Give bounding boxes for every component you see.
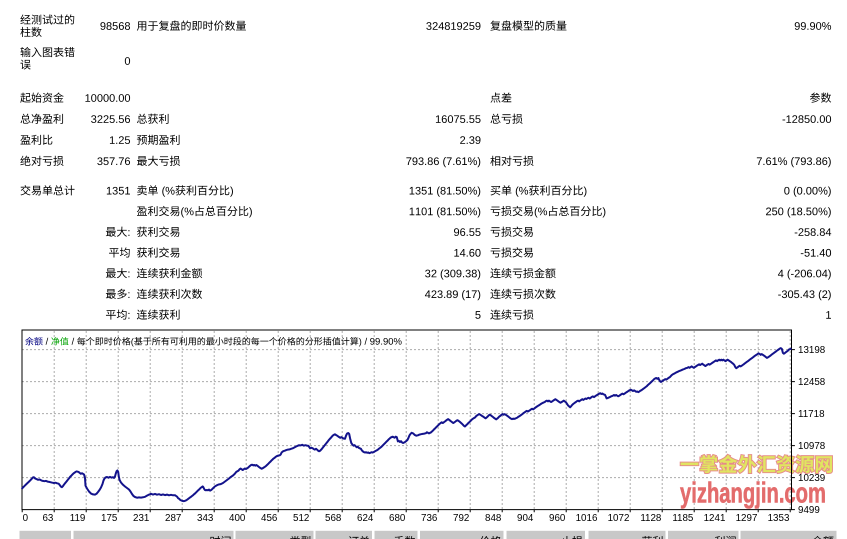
svg-text:400: 400: [229, 513, 246, 524]
svg-text:904: 904: [517, 513, 534, 524]
svg-text:119: 119: [70, 513, 86, 524]
svg-text:1185: 1185: [672, 513, 694, 524]
svg-text:1297: 1297: [736, 513, 758, 524]
svg-text:736: 736: [421, 513, 438, 524]
svg-text:287: 287: [165, 513, 181, 524]
svg-text:175: 175: [101, 513, 118, 524]
svg-text:1128: 1128: [640, 513, 662, 524]
svg-text:12458: 12458: [798, 377, 826, 388]
svg-text:512: 512: [293, 513, 309, 524]
svg-text:792: 792: [453, 513, 469, 524]
svg-text:456: 456: [261, 513, 278, 524]
svg-text:9499: 9499: [798, 505, 820, 516]
svg-text:568: 568: [325, 513, 342, 524]
svg-text:343: 343: [197, 513, 214, 524]
svg-text:848: 848: [485, 513, 502, 524]
svg-text:1016: 1016: [576, 513, 598, 524]
svg-text:10978: 10978: [798, 441, 826, 452]
svg-text:1072: 1072: [608, 513, 630, 524]
svg-text:13198: 13198: [798, 345, 826, 356]
svg-text:680: 680: [389, 513, 406, 524]
svg-text:63: 63: [42, 513, 53, 524]
svg-text:11718: 11718: [798, 409, 825, 420]
svg-text:960: 960: [549, 513, 566, 524]
svg-text:1353: 1353: [768, 513, 790, 524]
svg-text:1241: 1241: [704, 513, 726, 524]
svg-text:yizhangjin.com: yizhangjin.com: [680, 478, 826, 510]
svg-text:231: 231: [133, 513, 149, 524]
svg-text:10239: 10239: [798, 473, 825, 484]
svg-text:624: 624: [357, 513, 374, 524]
svg-text:0: 0: [23, 513, 29, 524]
